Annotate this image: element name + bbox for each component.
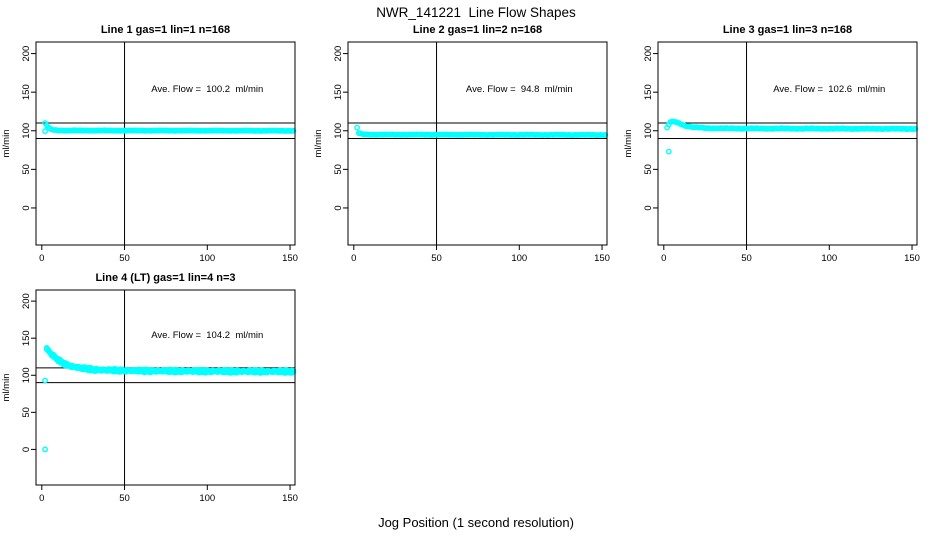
- data-points: [42, 344, 297, 453]
- x-tick-label: 150: [282, 253, 298, 264]
- panel-title: Line 1 gas=1 lin=1 n=168: [101, 24, 230, 36]
- x-tick-label: 0: [39, 493, 44, 504]
- y-tick-label: 100: [21, 123, 32, 139]
- x-tick-label: 0: [39, 253, 44, 264]
- y-tick-label: 200: [643, 46, 654, 62]
- panel-3: Line 3 gas=1 lin=3 n=168 0 50 100 150 0 50 100 1…: [623, 24, 920, 264]
- y-tick-label: 0: [21, 447, 32, 452]
- x-tick-label: 0: [661, 253, 666, 264]
- panel-1: Line 1 gas=1 lin=1 n=168 0 50 100 150 0 50 100 1…: [1, 24, 298, 264]
- y-tick-label: 200: [21, 46, 32, 62]
- x-tick-label: 50: [431, 253, 442, 264]
- y-tick-label: 100: [21, 367, 32, 383]
- y-tick-label: 150: [643, 84, 654, 100]
- x-tick-label: 100: [199, 493, 215, 504]
- plot-box: [35, 41, 296, 246]
- ave-flow-annotation: Ave. Flow = 100.2 ml/min: [151, 84, 263, 95]
- ave-flow-annotation: Ave. Flow = 94.8 ml/min: [466, 84, 573, 95]
- data-point: [354, 124, 360, 131]
- y-tick-label: 150: [21, 330, 32, 346]
- y-tick-label: 200: [333, 46, 344, 62]
- x-tick-label: 50: [741, 253, 752, 264]
- y-tick-label: 100: [333, 123, 344, 139]
- x-tick-label: 100: [821, 253, 837, 264]
- plot-box: [347, 41, 608, 246]
- y-axis-label: ml/min: [1, 130, 12, 158]
- y-tick-label: 50: [21, 407, 32, 418]
- plot-box: [35, 289, 296, 486]
- y-tick-label: 200: [21, 293, 32, 309]
- x-tick-label: 50: [119, 253, 130, 264]
- y-axis-label: ml/min: [623, 130, 634, 158]
- outlier-point: [42, 128, 48, 135]
- x-tick-label: 100: [511, 253, 527, 264]
- ave-flow-annotation: Ave. Flow = 104.2 ml/min: [151, 330, 263, 341]
- ave-flow-annotation: Ave. Flow = 102.6 ml/min: [773, 84, 885, 95]
- x-axis-label: Jog Position (1 second resolution): [378, 515, 574, 530]
- y-tick-label: 0: [21, 205, 32, 210]
- outlier-point: [42, 446, 48, 453]
- panel-2: Line 2 gas=1 lin=2 n=168 0 50 100 150 0 50 100 1…: [313, 24, 610, 264]
- y-tick-label: 150: [333, 84, 344, 100]
- outlier-point: [42, 377, 48, 384]
- data-points: [354, 124, 609, 139]
- panel-title: Line 3 gas=1 lin=3 n=168: [723, 24, 852, 36]
- y-tick-label: 150: [21, 84, 32, 100]
- y-tick-label: 0: [333, 205, 344, 210]
- panel-4: Line 4 (LT) gas=1 lin=4 n=3 0 50 100 150 0 50 1…: [1, 272, 298, 504]
- data-points: [664, 118, 919, 155]
- x-tick-label: 150: [282, 493, 298, 504]
- x-tick-label: 50: [119, 493, 130, 504]
- panels-group: Line 1 gas=1 lin=1 n=168 0 50 100 150 0 50 100 1…: [1, 24, 920, 504]
- panel-title: Line 2 gas=1 lin=2 n=168: [413, 24, 542, 36]
- data-points: [42, 120, 297, 135]
- y-axis-label: ml/min: [313, 130, 324, 158]
- y-tick-label: 50: [643, 164, 654, 175]
- x-tick-label: 150: [904, 253, 920, 264]
- x-tick-label: 150: [594, 253, 610, 264]
- y-axis-label: ml/min: [1, 374, 12, 402]
- y-tick-label: 50: [333, 164, 344, 175]
- panel-title: Line 4 (LT) gas=1 lin=4 n=3: [95, 272, 235, 284]
- x-tick-label: 0: [351, 253, 356, 264]
- outlier-point: [665, 148, 672, 155]
- y-tick-label: 50: [21, 164, 32, 175]
- y-tick-label: 0: [643, 205, 654, 210]
- plot-box: [657, 41, 918, 246]
- figure-title: NWR_141221 Line Flow Shapes: [376, 5, 576, 20]
- y-tick-label: 100: [643, 123, 654, 139]
- x-tick-label: 100: [199, 253, 215, 264]
